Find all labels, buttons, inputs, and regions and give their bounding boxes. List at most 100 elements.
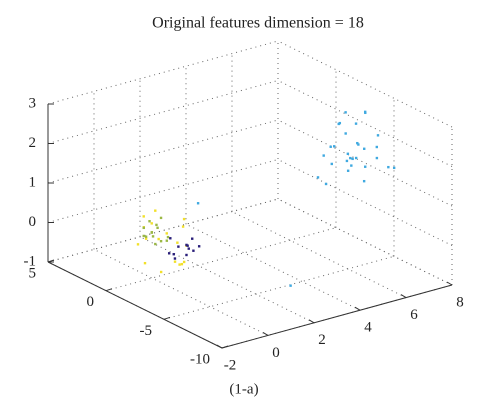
- y-tick: [105, 288, 113, 292]
- point: [143, 261, 147, 265]
- grid-line: [277, 198, 453, 286]
- point: [344, 111, 347, 114]
- point: [173, 257, 177, 260]
- y-tick-label: -10: [190, 351, 210, 367]
- point: [191, 237, 194, 240]
- point: [186, 244, 189, 247]
- point: [154, 242, 157, 246]
- x-tick: [354, 306, 361, 311]
- point: [148, 220, 151, 223]
- point: [364, 165, 367, 168]
- point: [324, 182, 328, 186]
- z-tick-label: 0: [29, 214, 37, 230]
- point: [289, 284, 292, 287]
- point: [376, 134, 380, 137]
- y-tick: [47, 259, 55, 263]
- point: [142, 234, 145, 238]
- grid-line: [231, 211, 407, 299]
- point: [144, 237, 148, 240]
- point: [157, 237, 160, 241]
- point: [173, 260, 177, 263]
- grid-line: [277, 40, 453, 128]
- point: [150, 222, 153, 225]
- x-axis: [221, 284, 453, 349]
- point: [136, 243, 140, 246]
- caption: (1-a): [229, 381, 258, 397]
- point: [150, 231, 153, 234]
- grid-line: [93, 248, 269, 336]
- z-tick-label: 3: [29, 95, 37, 111]
- point: [181, 225, 185, 228]
- point: [176, 241, 179, 244]
- point: [351, 157, 354, 161]
- point: [196, 202, 200, 205]
- point: [197, 245, 201, 248]
- point: [185, 253, 188, 257]
- x-tick-label: 2: [318, 332, 326, 348]
- point: [159, 216, 163, 220]
- y-tick-label: 5: [29, 265, 37, 281]
- y-tick-label: -5: [140, 323, 153, 339]
- x-tick-label: -2: [224, 357, 237, 373]
- point: [165, 232, 168, 235]
- point: [180, 262, 184, 266]
- x-tick: [308, 319, 315, 324]
- x-tick: [446, 281, 453, 286]
- y-axis: [47, 261, 223, 349]
- x-tick-label: 0: [272, 345, 280, 361]
- x-tick: [400, 294, 407, 299]
- point: [354, 122, 358, 125]
- point: [187, 247, 190, 250]
- point: [349, 156, 352, 160]
- y-tick: [163, 316, 171, 320]
- point: [316, 176, 320, 179]
- point: [169, 237, 172, 240]
- point: [329, 145, 332, 148]
- point: [362, 179, 366, 183]
- point: [346, 152, 350, 155]
- point: [333, 145, 336, 148]
- z-tick-label: -1: [24, 253, 37, 269]
- point: [142, 226, 145, 230]
- point: [182, 260, 186, 264]
- point: [155, 223, 158, 227]
- point: [166, 235, 170, 239]
- grid-line: [277, 80, 453, 167]
- point: [363, 147, 366, 150]
- point: [330, 162, 333, 166]
- grid-line: [185, 223, 361, 311]
- point: [387, 165, 390, 169]
- point: [346, 169, 350, 172]
- point: [144, 235, 148, 238]
- chart-title: Original features dimension = 18: [152, 15, 364, 32]
- point: [177, 245, 180, 248]
- point: [165, 239, 169, 242]
- point: [172, 253, 175, 256]
- point: [350, 164, 353, 167]
- grid-line: [277, 119, 453, 207]
- point: [392, 166, 396, 170]
- point: [357, 143, 360, 146]
- grid-line: [277, 159, 453, 246]
- point: [178, 263, 181, 266]
- point: [159, 239, 163, 243]
- point: [344, 132, 347, 135]
- z-tick-label: 2: [29, 135, 37, 151]
- point: [142, 215, 145, 218]
- grid-line: [47, 80, 279, 144]
- x-tick: [216, 344, 223, 349]
- point: [159, 270, 163, 274]
- point: [356, 141, 359, 145]
- grid-line: [47, 40, 279, 105]
- x-tick: [262, 331, 269, 336]
- point: [167, 252, 171, 255]
- grid-line: [139, 236, 315, 324]
- point: [354, 156, 358, 160]
- z-tick-label: 1: [29, 174, 37, 190]
- y-tick-label: 0: [87, 294, 95, 310]
- point: [337, 122, 340, 126]
- point: [182, 217, 186, 221]
- x-tick-label: 4: [364, 320, 372, 336]
- point: [192, 249, 195, 252]
